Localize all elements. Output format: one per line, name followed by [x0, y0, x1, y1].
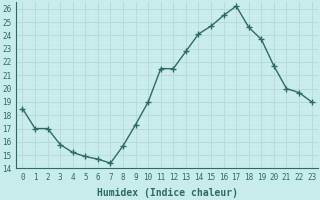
X-axis label: Humidex (Indice chaleur): Humidex (Indice chaleur) [97, 188, 237, 198]
